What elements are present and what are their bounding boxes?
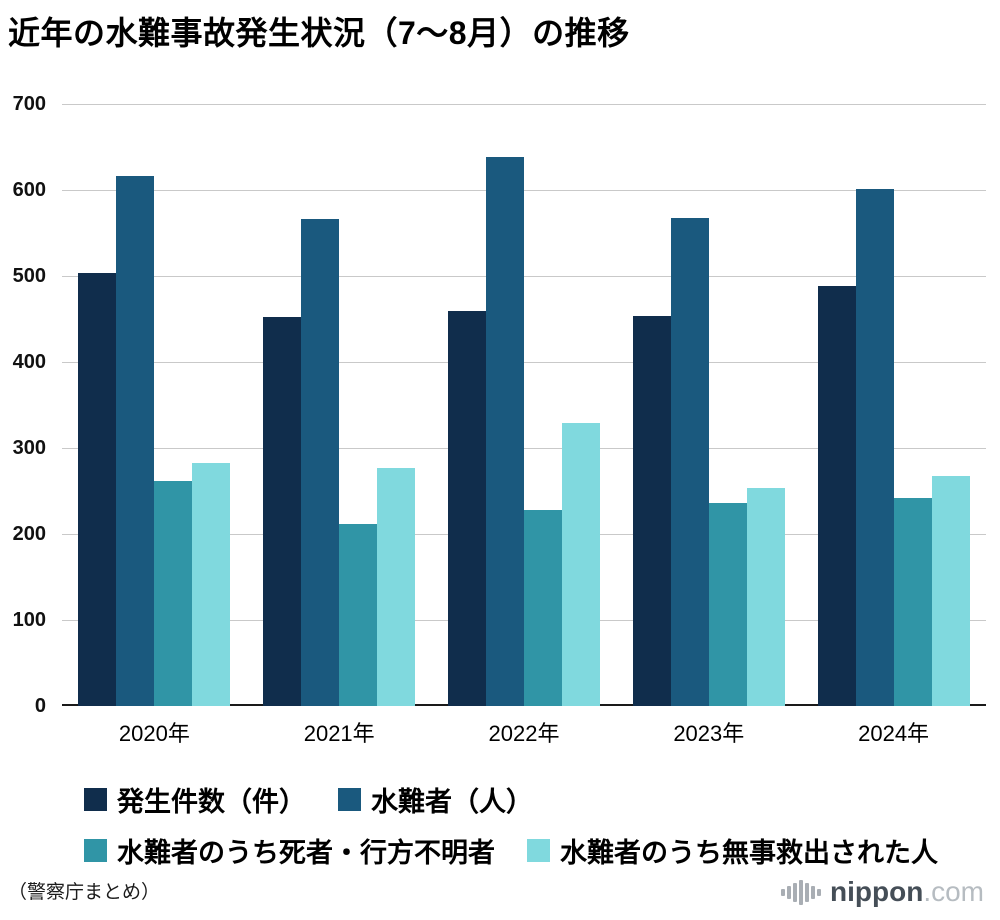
bar-series-4 <box>931 476 970 706</box>
source-note: （警察庁まとめ） <box>8 882 161 903</box>
x-tick-label: 2024年 <box>858 721 930 746</box>
bar-series-2 <box>855 189 894 706</box>
bar-series-3 <box>339 523 378 706</box>
bar-series-4 <box>561 423 600 706</box>
logo-text: nippon.com <box>830 878 984 906</box>
bar-series-2 <box>301 219 340 706</box>
bar-group <box>801 104 986 706</box>
y-axis: 0 100 200 300 400 500 600 700 <box>0 93 52 717</box>
legend-label: 水難者のうち死者・行方不明者 <box>117 838 495 868</box>
legend-swatch <box>84 788 107 811</box>
bar-group <box>247 104 432 706</box>
bar-series-3 <box>154 480 193 706</box>
bar-series-1 <box>817 286 856 706</box>
gridline <box>62 189 986 191</box>
legend-swatch <box>527 839 550 862</box>
y-tick-label: 600 <box>12 179 46 201</box>
legend-row-1: 発生件数（件） 水難者（人） <box>84 780 938 819</box>
x-tick-label: 2020年 <box>118 721 190 746</box>
y-tick-label: 300 <box>12 437 46 459</box>
soundwave-icon <box>781 879 822 905</box>
x-tick-label: 2022年 <box>488 721 560 746</box>
legend-item: 水難者（人） <box>338 780 533 819</box>
bar-series-2 <box>116 176 155 706</box>
bar-group <box>62 104 247 706</box>
gridline <box>62 361 986 363</box>
x-tick-label: 2023年 <box>673 721 745 746</box>
bar-series-2 <box>670 217 709 706</box>
chart: 0 100 200 300 400 500 600 700 <box>0 93 1000 717</box>
y-tick-label: 400 <box>12 351 46 374</box>
bar-series-3 <box>523 509 562 706</box>
x-axis-labels: 2020年 2021年 2022年 2023年 2024年 <box>62 716 986 746</box>
gridline <box>62 275 986 277</box>
x-tick-label: 2021年 <box>303 721 375 746</box>
chart-title: 近年の水難事故発生状況（7〜8月）の推移 <box>8 15 630 51</box>
bar-series-1 <box>263 317 302 706</box>
nippon-logo: nippon.com <box>781 878 984 906</box>
y-tick-label: 200 <box>12 523 46 546</box>
legend-label: 水難者のうち無事救出された人 <box>560 838 938 868</box>
bar-series-1 <box>632 316 671 706</box>
y-tick-label: 0 <box>34 695 46 717</box>
legend-label: 水難者（人） <box>371 787 533 817</box>
bar-groups <box>62 104 986 706</box>
y-tick-label: 100 <box>12 609 46 632</box>
gridline <box>62 103 986 105</box>
legend-item: 水難者のうち無事救出された人 <box>527 831 938 870</box>
legend-swatch <box>84 839 107 862</box>
bar-series-4 <box>377 467 416 706</box>
y-tick-label: 500 <box>12 265 46 287</box>
legend-label: 発生件数（件） <box>117 787 306 817</box>
bar-series-2 <box>485 157 524 706</box>
bar-series-4 <box>192 463 231 706</box>
gridline <box>62 447 986 449</box>
legend-row-2: 水難者のうち死者・行方不明者 水難者のうち無事救出された人 <box>84 831 938 870</box>
plot-area <box>62 103 986 706</box>
bar-group <box>616 104 801 706</box>
legend-swatch <box>338 788 361 811</box>
bar-series-3 <box>893 497 932 706</box>
legend-item: 水難者のうち死者・行方不明者 <box>84 831 495 870</box>
bar-series-3 <box>708 503 747 706</box>
logo-name: nippon <box>830 876 924 907</box>
y-tick-label: 700 <box>12 93 46 115</box>
legend: 発生件数（件） 水難者（人） 水難者のうち死者・行方不明者 水難者のうち無事救出され… <box>84 780 938 882</box>
bar-series-1 <box>447 311 486 706</box>
bar-series-1 <box>78 272 117 706</box>
logo-suffix: .com <box>923 876 984 907</box>
bar-series-4 <box>746 487 785 706</box>
legend-item: 発生件数（件） <box>84 780 306 819</box>
bar-group <box>432 104 617 706</box>
